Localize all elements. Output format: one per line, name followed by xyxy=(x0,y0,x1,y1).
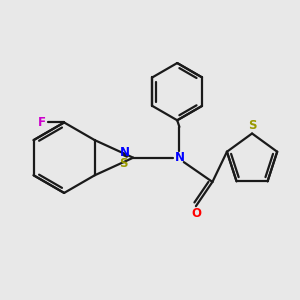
Text: S: S xyxy=(119,157,128,170)
Text: F: F xyxy=(38,116,46,129)
Text: S: S xyxy=(248,119,256,132)
Text: N: N xyxy=(174,151,184,164)
Text: O: O xyxy=(191,207,201,220)
Text: N: N xyxy=(120,146,130,159)
